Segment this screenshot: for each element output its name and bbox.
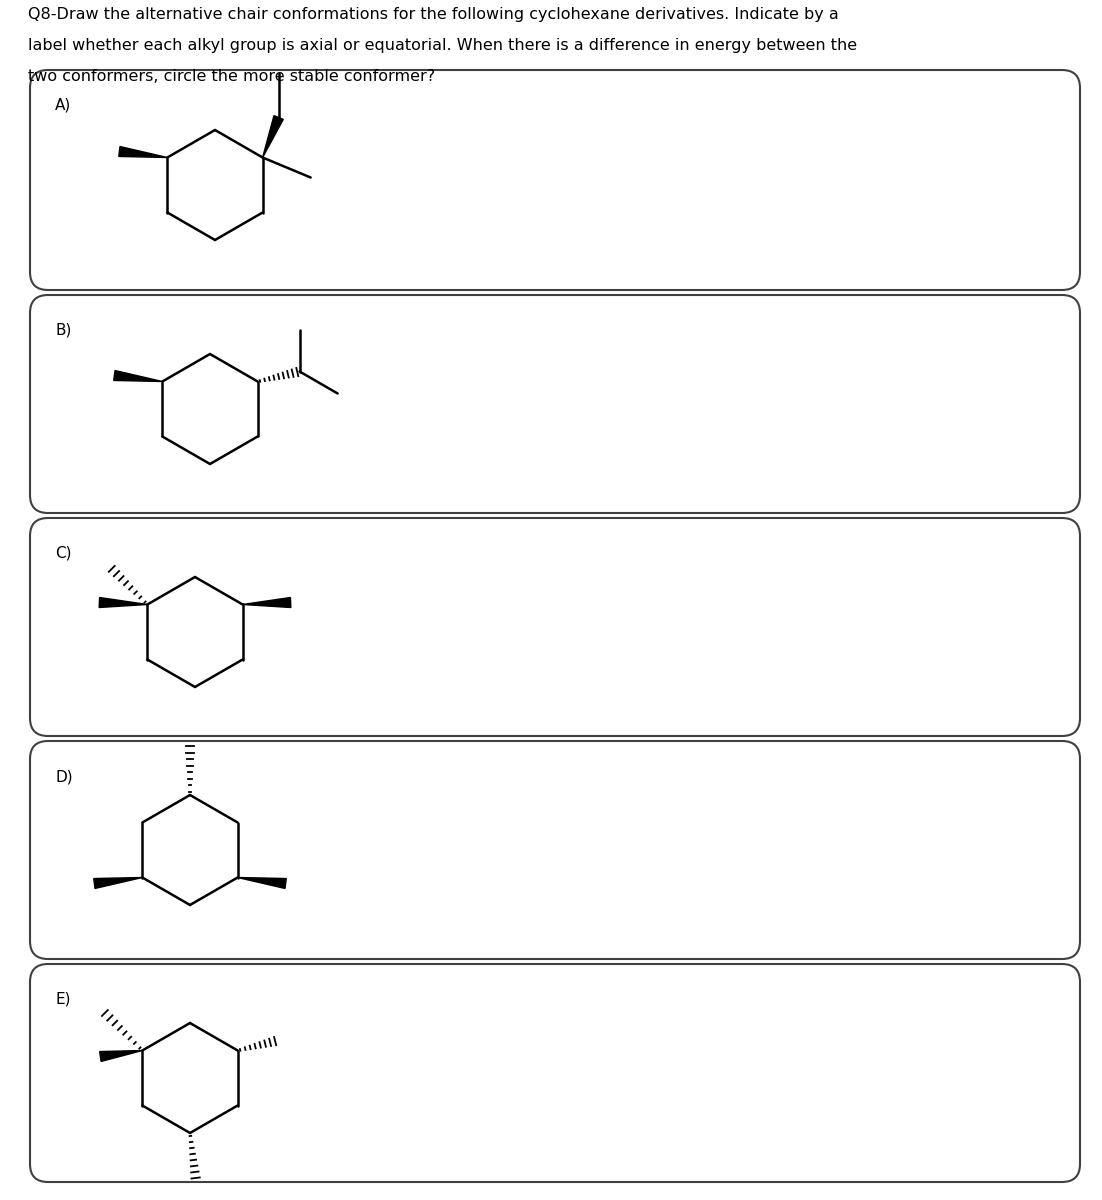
- FancyBboxPatch shape: [30, 70, 1080, 290]
- Polygon shape: [114, 371, 162, 382]
- Text: E): E): [55, 992, 71, 1007]
- Text: label whether each alkyl group is axial or equatorial. When there is a differenc: label whether each alkyl group is axial …: [28, 38, 857, 53]
- Text: D): D): [55, 769, 73, 784]
- FancyBboxPatch shape: [30, 518, 1080, 736]
- Polygon shape: [119, 146, 168, 157]
- Polygon shape: [238, 877, 287, 888]
- Polygon shape: [94, 877, 142, 888]
- Text: A): A): [55, 98, 72, 113]
- FancyBboxPatch shape: [30, 740, 1080, 959]
- FancyBboxPatch shape: [30, 295, 1080, 514]
- Text: two conformers, circle the more stable conformer?: two conformers, circle the more stable c…: [28, 68, 435, 84]
- Polygon shape: [242, 598, 291, 607]
- Polygon shape: [262, 115, 283, 157]
- Polygon shape: [99, 1050, 142, 1062]
- Text: C): C): [55, 546, 72, 560]
- Polygon shape: [99, 598, 148, 607]
- FancyBboxPatch shape: [30, 964, 1080, 1182]
- Text: B): B): [55, 323, 72, 338]
- Text: Q8-Draw the alternative chair conformations for the following cyclohexane deriva: Q8-Draw the alternative chair conformati…: [28, 7, 839, 22]
